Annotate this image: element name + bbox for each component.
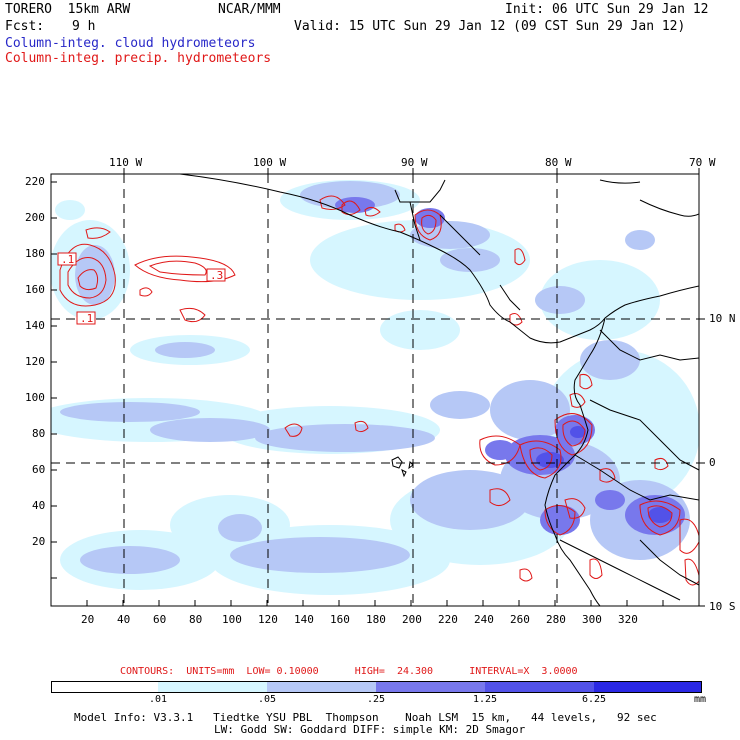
- x-tick-label: 40: [117, 613, 131, 626]
- colorbar-tick: .25: [366, 694, 386, 705]
- contour-label: .1: [61, 253, 75, 266]
- cloud-shading-deep: [536, 426, 672, 523]
- y-tick-label: 20: [32, 535, 46, 548]
- y-tick-label: 220: [25, 175, 45, 188]
- coastlines: [179, 174, 699, 606]
- colorbar-tick: .05: [257, 694, 277, 705]
- x-tick-label: 60: [153, 613, 167, 626]
- colorbar-segment: [376, 681, 485, 693]
- model-info: Model Info: V3.3.1 Tiedtke YSU PBL Thomp…: [74, 711, 657, 724]
- colorbar-segment: [267, 681, 376, 693]
- y-tick-label: 180: [25, 247, 45, 260]
- lon-label: 110 W: [109, 156, 143, 169]
- colorbar-segment: [51, 681, 158, 693]
- x-tick-label: 160: [330, 613, 350, 626]
- cloud-shading-medium: [60, 181, 690, 574]
- x-tick-label: 80: [189, 613, 203, 626]
- model-physics: LW: Godd SW: Goddard DIFF: simple KM: 2D…: [214, 723, 526, 736]
- lat-label: 10 N: [709, 312, 736, 325]
- lat-lon-grid: [51, 174, 699, 606]
- y-tick-label: 60: [32, 463, 46, 476]
- colorbar-tick: .01: [148, 694, 168, 705]
- x-tick-label: 220: [438, 613, 458, 626]
- field-precip-hydrometeors: Column-integ. precip. hydrometeors: [5, 51, 272, 66]
- x-tick-label: 260: [510, 613, 530, 626]
- org-name: NCAR/MMM: [218, 2, 281, 17]
- x-tick-label: 140: [294, 613, 314, 626]
- lon-label: 100 W: [253, 156, 287, 169]
- colorbar-segment: [594, 681, 702, 693]
- contour-label-boxes: [57, 252, 226, 325]
- lon-label: 70 W: [689, 156, 716, 169]
- y-tick-label: 120: [25, 355, 45, 368]
- y-tick-label: 80: [32, 427, 46, 440]
- lat-label: 10 S: [709, 600, 736, 613]
- axis-ticks: [51, 168, 705, 607]
- x-tick-label: 200: [402, 613, 422, 626]
- contours-info: CONTOURS: UNITS=mm LOW= 0.10000 HIGH= 24…: [120, 666, 578, 677]
- colorbar-tick: 1.25: [472, 694, 498, 705]
- x-tick-label: 240: [474, 613, 494, 626]
- x-tick-label: 320: [618, 613, 638, 626]
- colorbar-segment: [485, 681, 594, 693]
- y-tick-label: 160: [25, 283, 45, 296]
- contour-label: .1: [80, 312, 94, 325]
- x-tick-label: 20: [81, 613, 95, 626]
- x-tick-label: 100: [222, 613, 242, 626]
- y-tick-label: 40: [32, 499, 46, 512]
- x-tick-label: 280: [546, 613, 566, 626]
- contour-label: .3: [210, 269, 224, 282]
- valid-time: Valid: 15 UTC Sun 29 Jan 12 (09 CST Sun …: [294, 19, 686, 34]
- colorbar-units: mm: [693, 694, 707, 705]
- colorbar-tick: 6.25: [581, 694, 607, 705]
- lon-label: 80 W: [545, 156, 572, 169]
- x-tick-label: 300: [582, 613, 602, 626]
- forecast-hours: 9 h: [72, 19, 96, 34]
- field-cloud-hydrometeors: Column-integ. cloud hydrometeors: [5, 36, 256, 51]
- x-tick-label: 120: [258, 613, 278, 626]
- colorbar-segment: [158, 681, 267, 693]
- init-time: Init: 06 UTC Sun 29 Jan 12: [505, 2, 709, 17]
- y-tick-label: 100: [25, 391, 45, 404]
- y-tick-label: 140: [25, 319, 45, 332]
- model-title: TORERO 15km ARW: [5, 2, 131, 17]
- lon-label: 90 W: [401, 156, 428, 169]
- forecast-label: Fcst:: [5, 19, 45, 34]
- y-tick-label: 200: [25, 211, 45, 224]
- x-tick-label: 180: [366, 613, 386, 626]
- lat-label: 0: [709, 456, 716, 469]
